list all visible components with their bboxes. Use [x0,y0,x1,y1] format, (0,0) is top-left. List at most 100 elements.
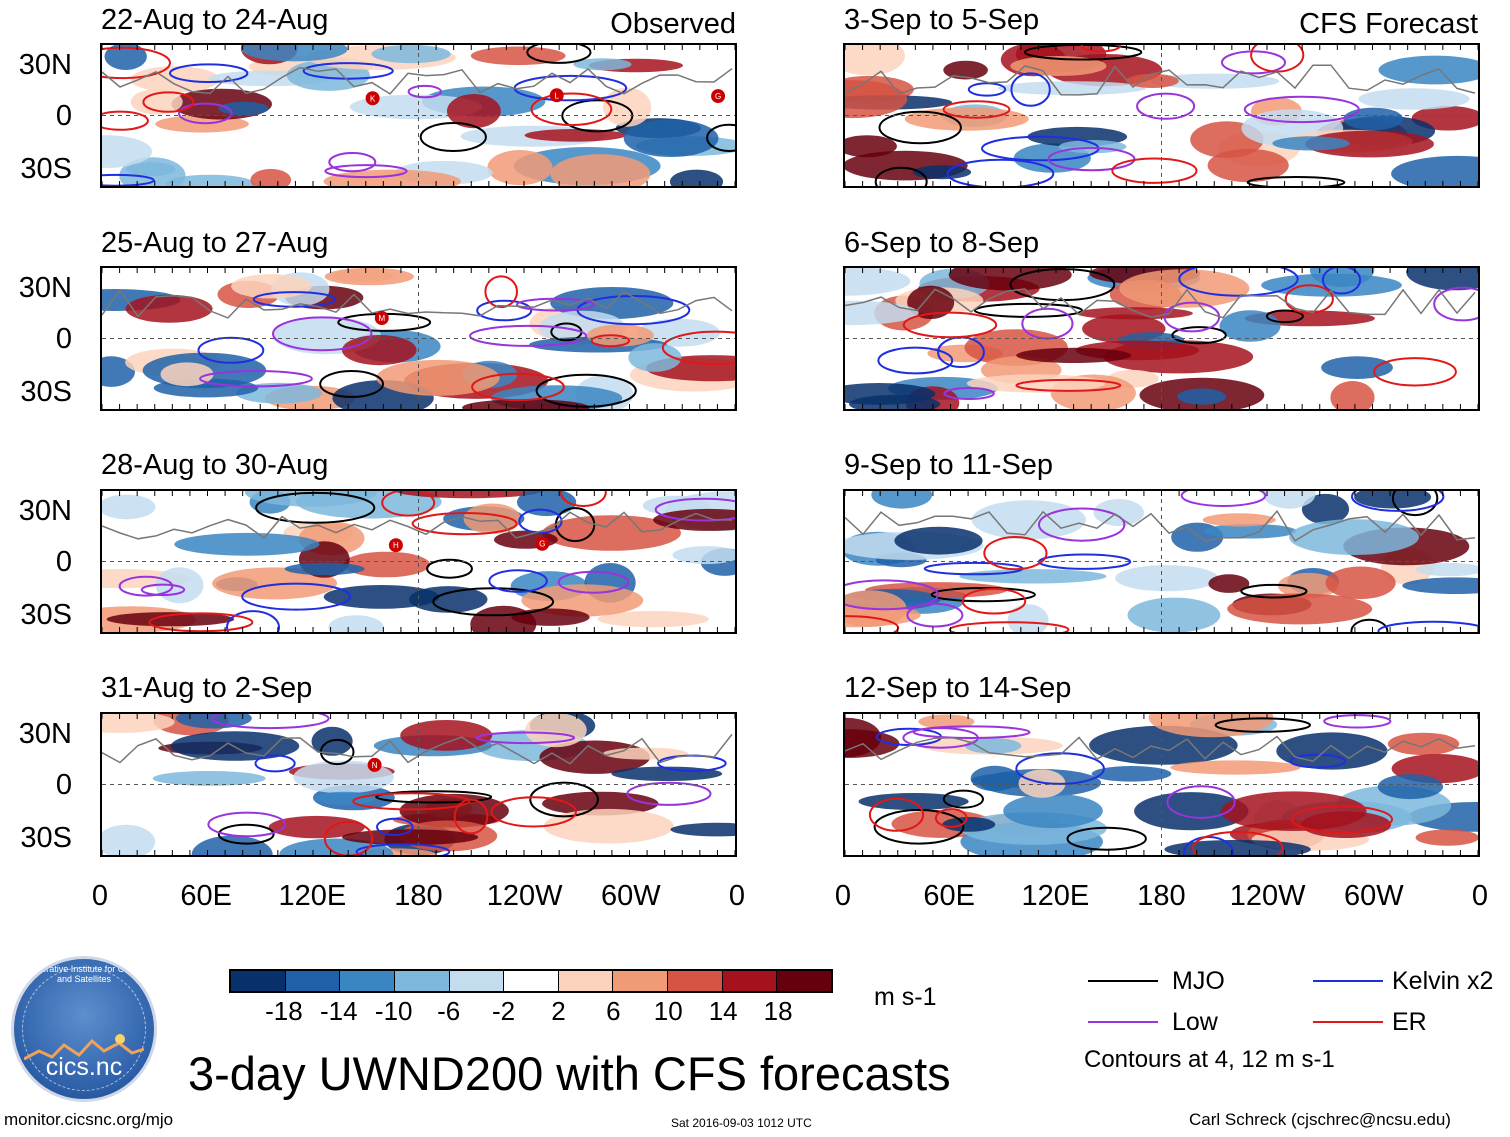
contour-kelvin-x2 [877,346,954,375]
colorbar-swatch [340,971,395,991]
coastline [845,64,1476,96]
logo-arc-text: Cooperative Institute for Climate and Sa… [19,964,149,984]
contour-er [961,587,1027,615]
contour-mjo [930,587,1036,603]
wind-anomaly-blob [948,268,1072,291]
lat-tick-label: 0 [55,546,72,578]
map-panel-obs-1: M [100,266,737,411]
wind-anomaly-blob [1149,73,1280,89]
contour-mjo [535,373,637,408]
contour-low [207,811,287,838]
wind-anomaly-blob [126,162,176,177]
wind-anomaly-blob [400,720,493,751]
wind-anomaly-blob [1170,760,1301,775]
contour-low [1180,491,1267,507]
lat-tick-label: 30S [20,376,72,408]
legend-label-er: ER [1392,1008,1427,1036]
contour-kelvin-x2 [226,610,280,632]
contour-low [1433,286,1478,322]
contour-kelvin-x2 [476,299,533,322]
contour-kelvin-x2 [254,754,296,773]
contour-kelvin-x2 [946,158,1055,186]
wind-anomaly-blob [130,66,220,93]
wind-anomaly-blob [871,491,933,509]
contour-kelvin-x2 [302,62,394,80]
contour-er [102,46,171,80]
wind-anomaly-blob [1277,572,1339,599]
lon-tick-label: 120E [278,880,347,912]
contour-low [1243,95,1360,124]
contour-mjo [1350,618,1389,632]
logo-mountains [24,1034,144,1061]
wind-anomaly-blob [1203,523,1297,539]
contour-mjo [1265,309,1304,324]
lon-tick-label: 120W [1229,880,1306,912]
contour-kelvin-x2 [1289,753,1347,769]
contour-mjo [942,789,985,809]
wind-anomaly-blob [1007,604,1049,632]
contour-mjo [1240,583,1308,599]
wind-anomaly-blob [1301,493,1350,525]
contour-er [142,91,195,113]
contour-kelvin-x2 [102,173,155,186]
lat-tick-label: 30S [20,153,72,185]
wind-anomaly-blob [1358,88,1470,110]
contour-low [1038,507,1126,542]
contour-er [868,797,925,832]
wind-anomaly-blob [174,532,320,556]
wind-anomaly-blob [447,94,501,129]
footer-url[interactable]: monitor.cicsnc.org/mjo [4,1110,174,1129]
contour-kelvin-x2 [1178,268,1299,297]
storm-letter: G [539,540,545,549]
wind-anomaly-blob [1003,793,1103,829]
storm-letter: H [393,541,399,550]
colorbar-tick-label: -14 [320,996,358,1026]
colorbar-swatch [777,971,832,991]
contour-low [906,602,964,628]
coastline [102,733,733,765]
legend-label-kelvin: Kelvin x2 [1392,967,1494,995]
wind-anomaly-blob [964,738,1022,754]
observed-column-label: Observed [610,8,736,40]
lon-tick-label: 0 [834,880,852,912]
wind-anomaly-blob [371,45,451,64]
wind-anomaly-blob [250,168,292,186]
contour-low [140,583,186,597]
colorbar-swatch [285,971,341,991]
wind-anomaly-blob [1272,136,1350,151]
contour-kelvin-x2 [169,63,249,84]
panel-title-obs-2: 28-Aug to 30-Aug [101,449,329,481]
lat-tick-label: 0 [55,323,72,355]
lon-tick-label: 0 [1471,880,1489,912]
contour-low [407,84,442,99]
panel-title-fc-1: 6-Sep to 8-Sep [844,227,1040,259]
contour-kelvin-x2 [1321,268,1362,295]
wind-anomaly-blob [1378,55,1478,85]
contour-mjo [1246,176,1346,186]
wind-anomaly-blob [521,584,644,617]
contour-low [1221,50,1286,75]
contour-mjo [426,558,473,579]
chart-title: 3-day UWND200 with CFS forecasts [188,1047,951,1100]
wind-anomaly-blob [462,399,590,409]
contour-low [845,579,939,611]
wind-anomaly-blob [1010,56,1107,76]
contour-er [323,820,374,855]
contour-mjo [419,122,487,152]
storm-marker: H [388,538,403,553]
contour-low [118,575,174,597]
wind-anomaly-blob [1119,269,1250,308]
colorbar-tick-label: -18 [265,996,303,1026]
wind-anomaly-blob [845,729,900,758]
wind-anomaly-blob [845,383,936,405]
contour-low [1323,714,1392,729]
lat-tick-label: 30N [18,718,72,750]
wind-anomaly-blob [1402,577,1478,594]
contour-mjo [255,491,376,524]
coastline [102,511,733,540]
wind-anomaly-blob [1261,273,1402,297]
contour-kelvin-x2 [1015,752,1105,785]
coastline [845,288,1476,319]
wind-anomaly-blob [487,150,553,186]
wind-anomaly-blob [1164,839,1311,855]
